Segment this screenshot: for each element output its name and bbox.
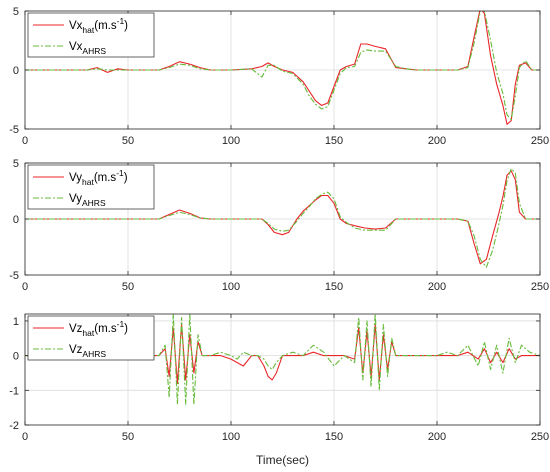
- y-tick-label: 1: [13, 316, 19, 328]
- legend-text-part: Vx: [69, 20, 83, 32]
- legend-text-part: Vy: [69, 193, 82, 205]
- legend-box: [27, 12, 155, 58]
- series-line-estimate: [25, 11, 540, 125]
- x-tick-label: 250: [531, 135, 549, 147]
- x-tick-label: 0: [22, 281, 28, 293]
- x-tick-label: 150: [325, 431, 343, 443]
- legend-text-part: AHRS: [82, 46, 106, 56]
- series-line-estimate: [25, 323, 540, 384]
- legend-text-part: ): [124, 172, 128, 184]
- legend-text-part: Vx: [69, 41, 83, 53]
- series-line-ahrs: [25, 11, 540, 121]
- legend-label-estimate: Vxhat(m.s-1): [69, 16, 128, 35]
- series-line-estimate: [25, 170, 540, 265]
- x-tick-label: 100: [222, 431, 240, 443]
- legend-text-part: Vz: [69, 344, 83, 356]
- legend-text-part: (m.s: [94, 323, 117, 335]
- legend-label-ahrs: VzAHRS: [69, 344, 106, 359]
- legend-text-part: hat: [82, 328, 94, 338]
- legend-text-part: hat: [82, 25, 94, 35]
- legend-label-estimate: Vyhat(m.s-1): [69, 168, 128, 187]
- x-tick-label: 150: [325, 135, 343, 147]
- legend-text-part: hat: [82, 177, 94, 187]
- x-tick-label: 100: [222, 281, 240, 293]
- y-tick-label: 5: [13, 6, 19, 18]
- axes-box: [24, 313, 541, 426]
- y-tick-label: 5: [13, 158, 19, 170]
- series-line-ahrs: [25, 314, 540, 405]
- x-tick-label: 150: [325, 281, 343, 293]
- x-tick-label: 0: [22, 431, 28, 443]
- x-tick-label: 50: [122, 431, 134, 443]
- x-axis-label: Time(sec): [256, 453, 309, 467]
- legend-box: [27, 315, 155, 361]
- series-line-ahrs: [25, 168, 540, 268]
- y-tick-label: -5: [9, 124, 19, 136]
- y-tick-label: -5: [9, 270, 19, 282]
- legend-label-ahrs: VxAHRS: [69, 41, 106, 56]
- legend-label-estimate: Vzhat(m.s-1): [69, 319, 128, 338]
- x-tick-label: 0: [22, 135, 28, 147]
- x-tick-label: 200: [428, 281, 446, 293]
- y-tick-label: 0: [13, 214, 19, 226]
- y-tick-label: -2: [9, 420, 19, 432]
- legend-text-part: ): [124, 323, 128, 335]
- legend-text-part: -1: [116, 168, 124, 178]
- y-tick-label: -1: [9, 385, 19, 397]
- legend: Vzhat(m.s-1)VzAHRS: [27, 315, 155, 361]
- x-tick-label: 250: [531, 431, 549, 443]
- legend-text-part: AHRS: [82, 349, 106, 359]
- legend-label-ahrs: VyAHRS: [69, 193, 106, 208]
- legend-text-part: Vy: [69, 172, 82, 184]
- x-tick-label: 250: [531, 281, 549, 293]
- legend: Vyhat(m.s-1)VyAHRS: [27, 164, 155, 210]
- legend-text-part: (m.s: [94, 172, 117, 184]
- x-tick-label: 200: [428, 431, 446, 443]
- legend-text-part: Vz: [69, 323, 83, 335]
- legend-box: [27, 164, 155, 210]
- legend-text-part: AHRS: [82, 198, 106, 208]
- legend-text-part: -1: [117, 16, 125, 26]
- x-tick-label: 50: [122, 281, 134, 293]
- legend-text-part: -1: [117, 319, 125, 329]
- x-tick-label: 100: [222, 135, 240, 147]
- y-tick-label: 0: [13, 65, 19, 77]
- x-tick-label: 200: [428, 135, 446, 147]
- legend-text-part: ): [124, 20, 128, 32]
- x-tick-label: 50: [122, 135, 134, 147]
- legend-text-part: (m.s: [94, 20, 117, 32]
- legend: Vxhat(m.s-1)VxAHRS: [27, 12, 155, 58]
- y-tick-label: 0: [13, 351, 19, 363]
